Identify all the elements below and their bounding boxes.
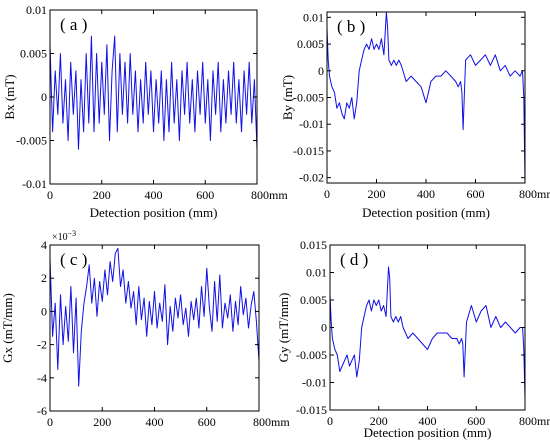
x-tick-label: 600 (196, 188, 214, 202)
y-tick-label: -0.015 (293, 144, 324, 158)
y-tick-label: 0 (41, 304, 47, 318)
plot-frame (329, 244, 526, 411)
y-tick-label: 0.005 (297, 37, 324, 51)
x-tick-label: 0 (47, 415, 53, 429)
y-tick-label: 0.015 (300, 238, 327, 252)
panel-a: 0 200 400 600 800mm -0.01 -0.005 0 0.005 0.01 ( a … (2, 3, 288, 220)
y-tick-label: -6 (37, 404, 47, 418)
x-tick-label: 600 (467, 414, 485, 428)
x-tick-label: 800mm (519, 414, 550, 428)
y-axis-label: Gx (mT/mm) (0, 293, 15, 363)
x-axis-label: Detection position (mm) (362, 205, 490, 220)
x-axis-label: Detection position (mm) (90, 205, 218, 220)
y-tick-label: -0.02 (299, 171, 324, 185)
panel-label: ( d ) (340, 250, 368, 269)
x-tick-label: 0 (327, 414, 333, 428)
x-tick-label: 0 (324, 187, 330, 201)
y-tick-label: -0.005 (16, 134, 47, 148)
x-tick-label: 200 (93, 188, 111, 202)
series-line (330, 266, 525, 400)
y-exponent-label: ×10−3 (52, 229, 76, 243)
y-tick-label: 4 (41, 238, 47, 252)
x-tick-label: 600 (198, 415, 216, 429)
y-tick-label: 0.005 (20, 47, 47, 61)
x-tick-label: 200 (93, 415, 111, 429)
y-tick-label: -4 (37, 371, 47, 385)
x-tick-label: 400 (419, 414, 437, 428)
x-tick-label: 400 (146, 415, 164, 429)
y-tick-label: 0.005 (300, 293, 327, 307)
panel-label: ( c ) (60, 250, 87, 269)
panel-label: ( a ) (60, 15, 87, 34)
y-tick-label: 0.01 (26, 3, 47, 17)
panel-b: 0 200 400 600 800mm -0.02 -0.015 -0.01 -0.005 0 0.… (280, 10, 550, 220)
x-tick-label: 800mm (251, 188, 288, 202)
x-tick-label: 200 (368, 187, 386, 201)
x-tick-label: 800mm (253, 415, 290, 429)
y-axis-label: Bx (mT) (2, 74, 17, 119)
y-tick-label: -0.01 (299, 117, 324, 131)
y-tick-label: -0.01 (302, 376, 327, 390)
x-tick-label: 0 (47, 188, 53, 202)
x-tick-label: 400 (417, 187, 435, 201)
plot-frame (49, 9, 258, 185)
panel-c: 0 200 400 600 800mm -6 -4 -2 0 2 4 ( c ) ×10−3 Gx (mT… (0, 229, 290, 429)
x-tick-label: 400 (145, 188, 163, 202)
panel-label: ( b ) (337, 17, 365, 36)
series-line (50, 247, 259, 387)
y-tick-label: -0.015 (296, 403, 327, 417)
y-axis-label: Gy (mT/mm) (276, 293, 291, 363)
x-axis-label: Detection position (mm) (364, 425, 492, 440)
y-axis-label: By (mT) (280, 75, 295, 120)
y-tick-label: 0 (41, 90, 47, 104)
y-tick-label: 0 (321, 321, 327, 335)
y-tick-label: 0.01 (303, 10, 324, 24)
y-tick-label: 2 (41, 271, 47, 285)
y-tick-label: 0 (318, 64, 324, 78)
x-tick-label: 600 (467, 187, 485, 201)
y-tick-label: 0.01 (306, 266, 327, 280)
y-tick-label: -0.01 (22, 177, 47, 191)
series-line (327, 12, 525, 183)
x-tick-label: 200 (370, 414, 388, 428)
x-tick-label: 800mm (519, 187, 550, 201)
y-tick-label: -0.005 (293, 91, 324, 105)
panel-d: 0 200 400 600 800mm -0.015 -0.01 -0.005 0 0.005 0.… (276, 238, 550, 440)
series-line (50, 35, 257, 150)
y-tick-label: -0.005 (296, 348, 327, 362)
y-tick-label: -2 (37, 338, 47, 352)
